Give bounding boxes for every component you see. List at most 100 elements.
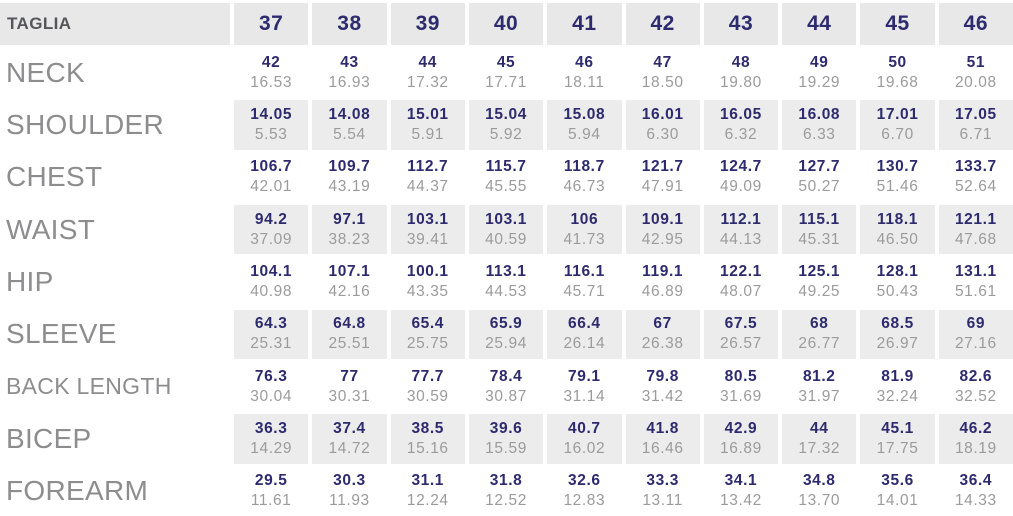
inch-value: 39.41 [406, 230, 449, 248]
inch-value: 25.51 [328, 335, 371, 353]
inch-value: 17.71 [485, 73, 527, 91]
cm-value: 118.7 [563, 158, 605, 176]
inch-value: 25.94 [485, 335, 527, 353]
cm-value: 67 [653, 315, 672, 333]
cell-waist-size-42: 109.1 42.95 [625, 204, 700, 255]
cell-back-length-size-44: 81.2 31.97 [782, 362, 856, 411]
inch-value: 47.68 [954, 230, 997, 248]
cm-value: 16.05 [720, 105, 762, 123]
inch-value: 41.73 [563, 230, 606, 248]
column-header-size-42: 42 [625, 3, 700, 45]
inch-value: 19.29 [798, 73, 841, 91]
cm-value: 121.1 [954, 210, 997, 228]
cell-shoulder-size-41: 15.08 5.94 [547, 100, 622, 150]
cell-back-length-size-39: 77.7 30.59 [391, 362, 465, 411]
inch-value: 11.93 [329, 492, 370, 510]
inch-value: 30.87 [485, 387, 527, 405]
cell-back-length-size-38: 77 30.31 [312, 362, 386, 411]
inch-value: 11.61 [250, 492, 292, 510]
cell-sleeve-size-42: 67 26.38 [625, 309, 700, 359]
cell-shoulder-size-37: 14.05 5.53 [234, 100, 309, 150]
cm-value: 32.6 [568, 472, 601, 490]
cm-value: 131.1 [954, 262, 997, 280]
cell-neck-size-39: 44 17.32 [391, 48, 465, 97]
inch-value: 27.16 [954, 335, 997, 353]
cm-value: 112.1 [720, 210, 762, 228]
cell-chest-size-44: 127.7 50.27 [782, 153, 856, 202]
cm-value: 115.7 [485, 158, 527, 176]
cm-value: 106 [570, 210, 599, 228]
inch-value: 25.75 [406, 335, 449, 353]
inch-value: 17.32 [798, 439, 841, 457]
cm-value: 14.08 [328, 105, 371, 123]
inch-value: 52.64 [954, 178, 997, 196]
cell-forearm-size-46: 36.4 14.33 [939, 467, 1013, 516]
cm-value: 81.9 [881, 367, 914, 385]
inch-value: 14.72 [328, 439, 371, 457]
cm-value: 103.1 [485, 210, 527, 228]
inch-value: 15.16 [406, 439, 449, 457]
cell-neck-size-44: 49 19.29 [782, 48, 856, 97]
inch-value: 5.53 [254, 125, 288, 143]
row-label-waist: WAIST [6, 213, 96, 245]
cm-value: 80.5 [724, 367, 758, 385]
cm-value: 40.7 [568, 419, 601, 437]
inch-value: 40.59 [485, 230, 527, 248]
cm-value: 76.3 [254, 367, 288, 385]
cm-value: 116.1 [563, 262, 605, 280]
cell-sleeve-size-43: 67.5 26.57 [703, 309, 779, 359]
inch-value: 12.52 [485, 492, 527, 510]
inch-value: 30.59 [406, 387, 449, 405]
cm-value: 16.01 [641, 105, 684, 123]
inch-value: 42.01 [250, 178, 293, 196]
cell-forearm-size-43: 34.1 13.42 [704, 467, 778, 516]
inch-value: 17.32 [406, 73, 449, 91]
cm-value: 15.04 [485, 105, 527, 123]
cm-value: 49 [810, 53, 829, 71]
cm-value: 44 [418, 53, 437, 71]
cell-bicep-size-40: 39.6 15.59 [468, 414, 544, 464]
inch-value: 16.93 [328, 73, 371, 91]
cell-chest-size-45: 130.7 51.46 [860, 153, 934, 202]
cell-sleeve-size-38: 64.8 25.51 [312, 309, 387, 359]
cm-value: 122.1 [720, 262, 762, 280]
inch-value: 14.01 [876, 492, 919, 510]
cell-bicep-size-45: 45.1 17.75 [860, 414, 935, 464]
cm-value: 42.9 [724, 419, 758, 437]
inch-value: 31.97 [798, 387, 841, 405]
inch-value: 30.04 [250, 387, 293, 405]
cell-hip-size-38: 107.1 42.16 [312, 257, 386, 306]
cell-chest-size-40: 115.7 45.55 [469, 153, 543, 202]
cm-value: 127.7 [798, 158, 841, 176]
inch-value: 46.89 [641, 282, 684, 300]
column-header-size-43: 43 [703, 3, 779, 45]
cm-value: 113.1 [485, 262, 527, 280]
cm-value: 15.08 [563, 105, 606, 123]
row-label-hip: HIP [6, 265, 54, 297]
inch-value: 19.80 [720, 73, 762, 91]
cell-chest-size-38: 109.7 43.19 [312, 153, 386, 202]
cell-bicep-size-43: 42.9 16.89 [703, 414, 779, 464]
inch-value: 20.08 [954, 73, 997, 91]
cell-bicep-size-41: 40.7 16.02 [547, 414, 622, 464]
cell-forearm-size-39: 31.1 12.24 [391, 467, 465, 516]
cell-neck-size-43: 48 19.80 [704, 48, 778, 97]
inch-value: 16.02 [563, 439, 606, 457]
cm-value: 34.1 [724, 472, 758, 490]
cell-hip-size-43: 122.1 48.07 [704, 257, 778, 306]
cm-value: 107.1 [328, 262, 371, 280]
row-label-chest: CHEST [6, 161, 103, 193]
cell-bicep-size-44: 44 17.32 [782, 414, 857, 464]
inch-value: 44.53 [485, 282, 527, 300]
cm-value: 15.01 [406, 105, 449, 123]
inch-value: 51.61 [954, 282, 997, 300]
cm-value: 31.1 [411, 472, 445, 490]
inch-value: 47.91 [641, 178, 684, 196]
cell-hip-size-40: 113.1 44.53 [469, 257, 543, 306]
inch-value: 13.42 [720, 492, 762, 510]
inch-value: 5.91 [411, 125, 445, 143]
inch-value: 31.14 [563, 387, 606, 405]
cm-value: 51 [966, 53, 986, 71]
inch-value: 13.11 [642, 492, 683, 510]
